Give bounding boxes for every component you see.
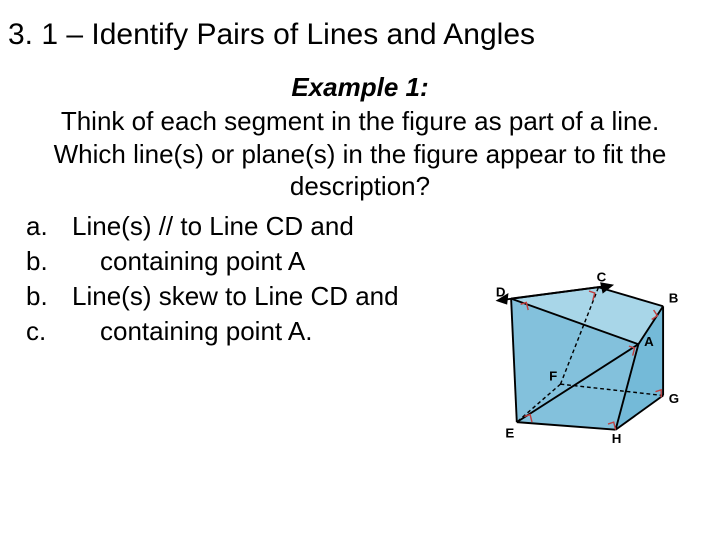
list-text: Line(s) // to Line CD and xyxy=(72,209,712,244)
list-marker: c. xyxy=(8,314,72,349)
label-G: G xyxy=(669,391,679,406)
example-heading: Example 1: xyxy=(8,72,712,103)
list-item: a. Line(s) // to Line CD and xyxy=(8,209,712,244)
label-F: F xyxy=(549,368,557,383)
label-B: B xyxy=(669,290,679,305)
list-marker: b. xyxy=(8,244,72,279)
content-area: Example 1: Think of each segment in the … xyxy=(8,72,712,349)
label-H: H xyxy=(612,431,622,446)
list-marker: a. xyxy=(8,209,72,244)
example-prompt: Think of each segment in the figure as p… xyxy=(32,105,688,203)
cube-figure: D C B A E F G H xyxy=(494,268,684,448)
section-title: 3. 1 – Identify Pairs of Lines and Angle… xyxy=(8,18,712,52)
label-A: A xyxy=(644,334,654,349)
list-marker: b. xyxy=(8,279,72,314)
cube-svg: D C B A E F G H xyxy=(494,268,684,448)
label-D: D xyxy=(496,285,506,300)
label-E: E xyxy=(505,425,514,440)
page: 3. 1 – Identify Pairs of Lines and Angle… xyxy=(0,0,720,540)
label-C: C xyxy=(597,270,607,285)
